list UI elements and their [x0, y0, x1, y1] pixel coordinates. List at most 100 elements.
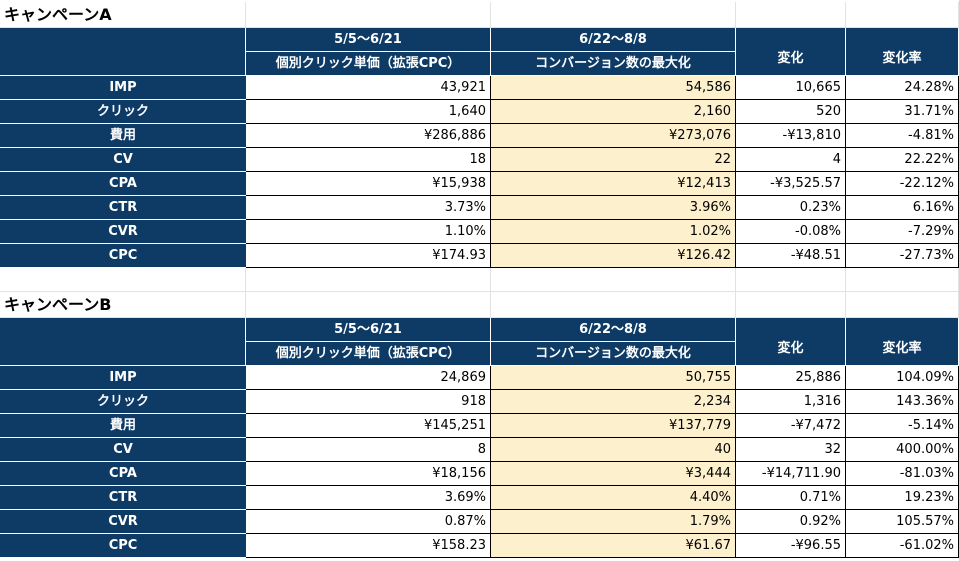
empty-cell[interactable] [846, 2, 959, 28]
metric-label[interactable]: CVR [0, 220, 246, 244]
period1-header[interactable]: 5/5〜6/21 [246, 318, 491, 342]
rate-value[interactable]: 143.36% [846, 390, 959, 414]
period2-subheader[interactable]: コンバージョン数の最大化 [491, 342, 736, 366]
period2-value[interactable]: ¥273,076 [491, 124, 736, 148]
change-value[interactable]: -¥13,810 [736, 124, 846, 148]
change-value[interactable]: 1,316 [736, 390, 846, 414]
change-header[interactable]: 変化 [736, 28, 846, 76]
metric-label[interactable]: クリック [0, 390, 246, 414]
period1-value[interactable]: 918 [246, 390, 491, 414]
empty-cell[interactable] [246, 292, 491, 318]
period2-subheader[interactable]: コンバージョン数の最大化 [491, 52, 736, 76]
change-value[interactable]: -¥96.55 [736, 534, 846, 558]
change-value[interactable]: 0.71% [736, 486, 846, 510]
period1-subheader[interactable]: 個別クリック単価（拡張CPC） [246, 342, 491, 366]
rate-header[interactable]: 変化率 [846, 28, 959, 76]
empty-cell[interactable] [246, 268, 491, 292]
period2-value[interactable]: ¥12,413 [491, 172, 736, 196]
empty-cell[interactable] [736, 2, 846, 28]
period1-value[interactable]: 1.10% [246, 220, 491, 244]
rate-value[interactable]: 31.71% [846, 100, 959, 124]
change-value[interactable]: -¥48.51 [736, 244, 846, 268]
period1-value[interactable]: 18 [246, 148, 491, 172]
change-value[interactable]: 25,886 [736, 366, 846, 390]
rate-value[interactable]: -81.03% [846, 462, 959, 486]
period2-value[interactable]: ¥137,779 [491, 414, 736, 438]
empty-cell[interactable] [736, 268, 846, 292]
change-value[interactable]: 32 [736, 438, 846, 462]
metric-label[interactable]: CTR [0, 196, 246, 220]
metric-label[interactable]: CV [0, 148, 246, 172]
change-value[interactable]: -¥14,711.90 [736, 462, 846, 486]
change-value[interactable]: 0.23% [736, 196, 846, 220]
metric-label[interactable]: CVR [0, 510, 246, 534]
change-value[interactable]: -¥7,472 [736, 414, 846, 438]
period1-value[interactable]: 3.69% [246, 486, 491, 510]
period1-value[interactable]: 43,921 [246, 76, 491, 100]
period1-value[interactable]: ¥174.93 [246, 244, 491, 268]
period1-value[interactable]: 24,869 [246, 366, 491, 390]
change-value[interactable]: -¥3,525.57 [736, 172, 846, 196]
period1-value[interactable]: ¥286,886 [246, 124, 491, 148]
rate-value[interactable]: 104.09% [846, 366, 959, 390]
header-blank[interactable] [0, 28, 246, 76]
rate-value[interactable]: 400.00% [846, 438, 959, 462]
change-value[interactable]: 4 [736, 148, 846, 172]
campaign-title[interactable]: キャンペーンB [0, 292, 246, 318]
rate-value[interactable]: 22.22% [846, 148, 959, 172]
metric-label[interactable]: CTR [0, 486, 246, 510]
metric-label[interactable]: IMP [0, 76, 246, 100]
header-blank[interactable] [0, 318, 246, 366]
period1-value[interactable]: ¥15,938 [246, 172, 491, 196]
change-value[interactable]: -0.08% [736, 220, 846, 244]
period1-subheader[interactable]: 個別クリック単価（拡張CPC） [246, 52, 491, 76]
period2-value[interactable]: 22 [491, 148, 736, 172]
period2-value[interactable]: 1.02% [491, 220, 736, 244]
rate-value[interactable]: 105.57% [846, 510, 959, 534]
metric-label[interactable]: CPC [0, 534, 246, 558]
rate-header[interactable]: 変化率 [846, 318, 959, 366]
period2-value[interactable]: ¥3,444 [491, 462, 736, 486]
change-value[interactable]: 10,665 [736, 76, 846, 100]
metric-label[interactable]: CPA [0, 172, 246, 196]
period1-value[interactable]: 8 [246, 438, 491, 462]
period2-header[interactable]: 6/22〜8/8 [491, 28, 736, 52]
empty-cell[interactable] [846, 268, 959, 292]
rate-value[interactable]: 6.16% [846, 196, 959, 220]
metric-label[interactable]: CV [0, 438, 246, 462]
period1-value[interactable]: 1,640 [246, 100, 491, 124]
rate-value[interactable]: -4.81% [846, 124, 959, 148]
empty-cell[interactable] [846, 292, 959, 318]
rate-value[interactable]: -22.12% [846, 172, 959, 196]
period1-value[interactable]: ¥18,156 [246, 462, 491, 486]
empty-cell[interactable] [491, 2, 736, 28]
period1-value[interactable]: ¥158.23 [246, 534, 491, 558]
rate-value[interactable]: 24.28% [846, 76, 959, 100]
period2-value[interactable]: 2,160 [491, 100, 736, 124]
rate-value[interactable]: -5.14% [846, 414, 959, 438]
rate-value[interactable]: 19.23% [846, 486, 959, 510]
period1-value[interactable]: 0.87% [246, 510, 491, 534]
period1-value[interactable]: 3.73% [246, 196, 491, 220]
period2-value[interactable]: 1.79% [491, 510, 736, 534]
period2-value[interactable]: ¥61.67 [491, 534, 736, 558]
change-value[interactable]: 0.92% [736, 510, 846, 534]
metric-label[interactable]: CPA [0, 462, 246, 486]
period2-value[interactable]: 2,234 [491, 390, 736, 414]
empty-cell[interactable] [491, 292, 736, 318]
campaign-title[interactable]: キャンペーンA [0, 2, 246, 28]
empty-cell[interactable] [246, 2, 491, 28]
period2-value[interactable]: 3.96% [491, 196, 736, 220]
metric-label[interactable]: CPC [0, 244, 246, 268]
period2-value[interactable]: ¥126.42 [491, 244, 736, 268]
period1-header[interactable]: 5/5〜6/21 [246, 28, 491, 52]
metric-label[interactable]: クリック [0, 100, 246, 124]
rate-value[interactable]: -27.73% [846, 244, 959, 268]
period2-value[interactable]: 50,755 [491, 366, 736, 390]
period2-value[interactable]: 4.40% [491, 486, 736, 510]
metric-label[interactable]: IMP [0, 366, 246, 390]
metric-label[interactable]: 費用 [0, 414, 246, 438]
empty-cell[interactable] [736, 292, 846, 318]
metric-label[interactable]: 費用 [0, 124, 246, 148]
period1-value[interactable]: ¥145,251 [246, 414, 491, 438]
